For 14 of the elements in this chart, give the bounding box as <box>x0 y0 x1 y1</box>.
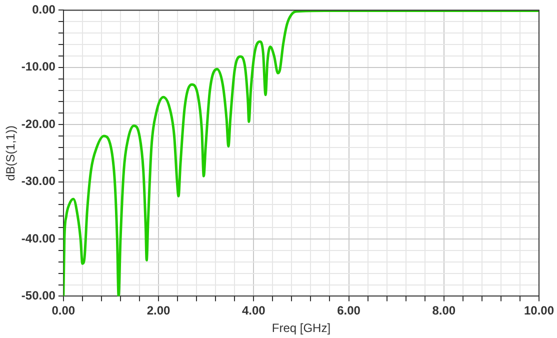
x-tick-label: 8.00 <box>432 304 456 318</box>
x-axis-title: Freq [GHz] <box>272 321 331 336</box>
x-tick-label: 2.00 <box>146 304 171 318</box>
y-tick-label: -20.00 <box>21 116 56 131</box>
y-tick-label: -10.00 <box>21 60 56 74</box>
x-tick-label: 10.00 <box>524 304 554 318</box>
x-tick-label: 0.00 <box>52 304 76 318</box>
y-tick-label: -30.00 <box>21 174 56 188</box>
y-tick-label: -40.00 <box>21 231 56 246</box>
y-tick-label: 0.00 <box>32 2 56 17</box>
x-tick-label: 4.00 <box>242 304 266 318</box>
y-axis-title: dB(S(1,1)) <box>4 126 18 181</box>
x-tick-label: 6.00 <box>337 304 361 318</box>
y-tick-label: -50.00 <box>21 288 56 303</box>
